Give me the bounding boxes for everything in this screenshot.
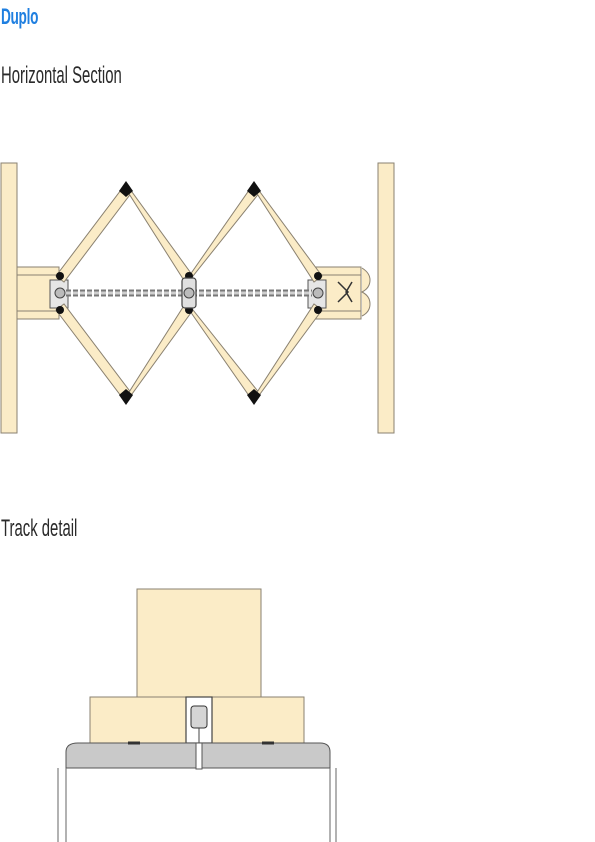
left-jamb (0, 162, 18, 434)
horizontal-section-label: Horizontal Section (1, 62, 122, 89)
hinge-joints (56, 181, 322, 405)
right-jamb (377, 162, 395, 434)
center-carrier (181, 277, 197, 309)
left-carrier (54, 287, 66, 299)
head-timber (136, 588, 262, 698)
track-detail-label: Track detail (1, 515, 78, 542)
door-leaf-section (65, 741, 331, 770)
left-timber (89, 696, 187, 744)
horizontal-section-drawing (0, 162, 395, 434)
page-title: Duplo (1, 4, 39, 29)
leaf-stiles (57, 768, 337, 842)
folding-panels (55, 185, 323, 401)
track-detail-drawing (57, 588, 337, 842)
right-timber (211, 696, 305, 744)
right-carrier (312, 287, 324, 299)
